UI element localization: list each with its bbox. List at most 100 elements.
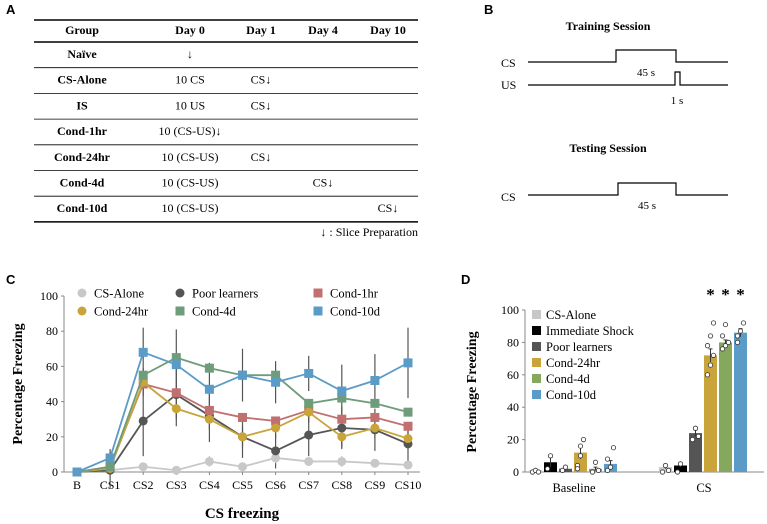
table-cell-group: Cond-4d (60, 176, 105, 190)
legend-label-cond-24hr: Cond-24hr (94, 305, 149, 319)
data-point-cond-24hr (204, 414, 214, 424)
data-point-cond-10d (403, 358, 413, 368)
individual-point-cond-4d (722, 321, 729, 328)
training-us-trace (528, 71, 728, 86)
x-tick-label: CS4 (199, 478, 220, 492)
table-cell-day0: 10 (CS-US) (161, 176, 218, 190)
individual-point-cond-4d (725, 339, 732, 345)
data-point-cond-4d (403, 407, 413, 417)
individual-point-cond-24hr (704, 343, 711, 349)
data-point-cs-alone (271, 453, 281, 463)
table-cell-day4: CS↓ (313, 176, 334, 190)
table-cell-day0: 10 US (175, 98, 205, 112)
data-point-cond-4d (271, 370, 281, 380)
data-point-cond-1hr (370, 412, 380, 422)
bar-cond-24hr (704, 355, 717, 472)
table-footnote: ↓ : Slice Preparation (320, 225, 418, 239)
x-category-label: Baseline (552, 481, 595, 495)
data-point-cs-alone (304, 456, 314, 466)
legend-label-cond-10d: Cond-10d (330, 305, 381, 319)
legend-swatch-cond-1hr (313, 288, 323, 298)
y-tick-label: 100 (40, 289, 58, 303)
table-cell-group: CS-Alone (57, 73, 107, 87)
panel-label-b: B (484, 2, 493, 17)
individual-point-cond-10d (604, 456, 611, 462)
significance-star: * (721, 285, 730, 304)
table-cell-group: Cond-24hr (54, 150, 111, 164)
data-point-cond-1hr (337, 414, 347, 424)
y-tick-label: 40 (46, 395, 58, 409)
data-point-cs-alone (337, 456, 347, 466)
bar-cond-4d (719, 342, 732, 472)
data-point-cond-1hr (204, 405, 214, 415)
y-tick-label: 80 (46, 324, 58, 338)
data-point-cond-10d (138, 347, 148, 357)
data-point-cond-10d (72, 467, 82, 477)
protocol-schematic: Training Session CS 45 s US 1 s Testing … (501, 19, 728, 212)
data-point-cond-1hr (403, 421, 413, 431)
data-point-poor-learners (138, 416, 148, 426)
data-point-cond-1hr (271, 416, 281, 426)
legend-swatch-poor-learners (532, 342, 541, 351)
data-point-cond-24hr (238, 432, 247, 442)
bar-poor-learners (689, 433, 702, 472)
data-point-cond-4d (204, 363, 214, 373)
table-header-4: Day 10 (370, 23, 406, 37)
individual-point-cond-4d (592, 459, 599, 465)
table-cell-day0: 10 (CS-US)↓ (158, 124, 221, 138)
individual-point-poor-learners (559, 467, 566, 473)
individual-point-cond-24hr (574, 466, 581, 472)
data-point-cond-4d (370, 398, 380, 408)
legend-swatch-cond-24hr (77, 306, 87, 316)
legend-swatch-cond-4d (532, 374, 541, 383)
individual-point-cs-alone (535, 469, 542, 475)
legend-label-immediate-shock: Immediate Shock (546, 324, 635, 338)
panel-label-a: A (6, 2, 16, 17)
testing-cs-trace (528, 182, 728, 196)
table-header-3: Day 4 (308, 23, 338, 37)
individual-point-immediate-shock (674, 469, 681, 475)
data-point-cond-10d (171, 360, 181, 370)
data-point-cond-4d (138, 370, 148, 380)
testing-cs-duration: 45 s (638, 200, 656, 212)
y-tick-label: 60 (507, 368, 519, 382)
legend-label-poor-learners: Poor learners (546, 340, 612, 354)
x-tick-label: CS9 (365, 478, 386, 492)
data-point-cond-24hr (337, 432, 347, 442)
individual-point-poor-learners (692, 425, 699, 431)
training-cs-label: CS (501, 56, 516, 70)
data-point-cs-alone (238, 462, 247, 472)
data-point-cond-10d (238, 370, 247, 380)
y-axis-title: Percentage Freezing (11, 323, 26, 444)
individual-point-cond-10d (734, 333, 741, 339)
legend-swatch-cond-24hr (532, 358, 541, 367)
data-point-poor-learners (304, 430, 314, 440)
y-tick-label: 20 (46, 430, 58, 444)
y-axis-title: Percentage Freezing (465, 331, 480, 452)
legend-label-cs-alone: CS-Alone (546, 308, 596, 322)
legend-label-cond-4d: Cond-4d (192, 305, 237, 319)
y-tick-label: 20 (507, 433, 519, 447)
x-axis-title: CS freezing (205, 506, 280, 522)
table-header-1: Day 0 (175, 23, 205, 37)
y-tick-label: 100 (501, 303, 519, 317)
individual-point-cond-24hr (710, 352, 717, 358)
x-category-label: CS (696, 481, 711, 495)
individual-point-cond-24hr (710, 320, 717, 326)
testing-session-title: Testing Session (569, 141, 647, 155)
data-point-cs-alone (171, 465, 181, 475)
legend-swatch-cond-10d (532, 390, 541, 399)
table-cell-day0: 10 (CS-US) (161, 201, 218, 215)
individual-point-cs-alone (659, 469, 666, 475)
y-tick-label: 40 (507, 400, 519, 414)
y-tick-label: 60 (46, 359, 58, 373)
table-cell-day0: ↓ (187, 47, 193, 61)
table-cell-day0: 10 (CS-US) (161, 150, 218, 164)
individual-point-cond-10d (737, 328, 744, 334)
legend-label-cs-alone: CS-Alone (94, 287, 144, 301)
data-point-cond-1hr (238, 412, 247, 422)
data-point-cond-10d (304, 368, 314, 378)
individual-point-poor-learners (689, 436, 696, 443)
data-point-cond-24hr (370, 423, 380, 433)
data-point-cond-10d (370, 375, 380, 385)
